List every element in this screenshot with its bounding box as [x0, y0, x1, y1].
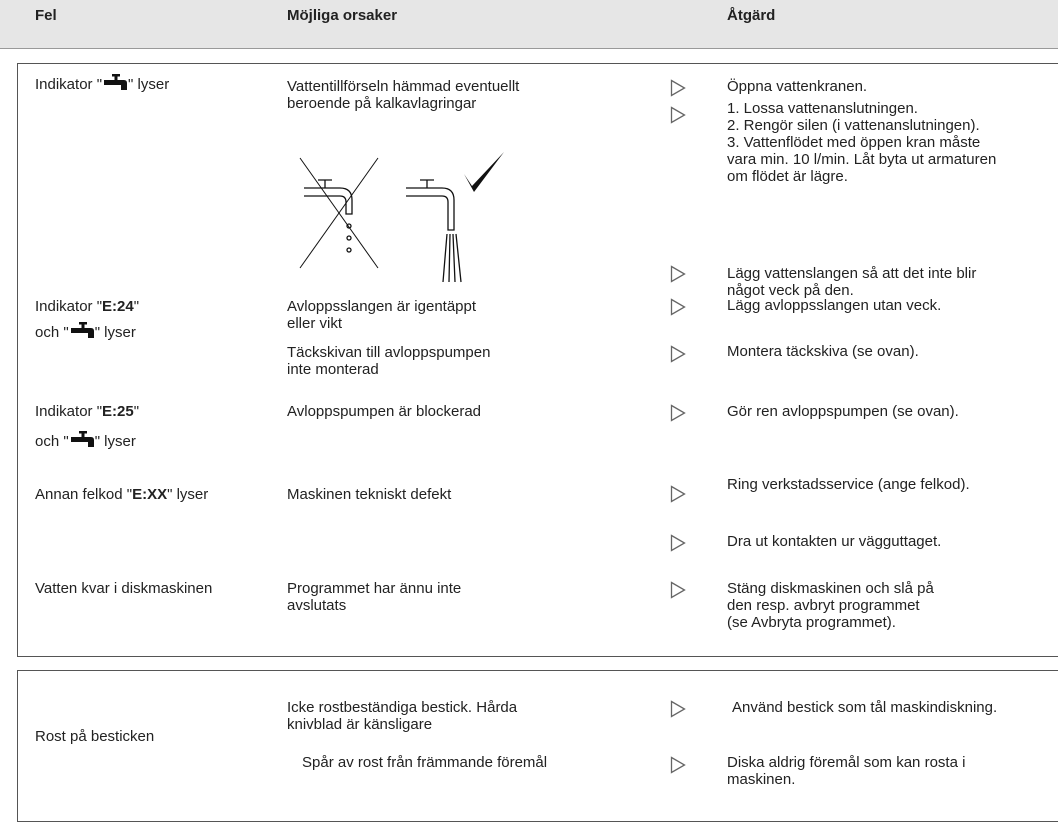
- action: Dra ut kontakten ur vägguttaget.: [727, 533, 942, 550]
- arrow: [670, 700, 686, 718]
- cause: Avloppspumpen är blockerad: [287, 403, 482, 420]
- cause: Programmet har ännu inte avslutats: [287, 580, 462, 614]
- fault: Indikator "E:25": [35, 403, 139, 420]
- fault: Indikator "E:24": [35, 298, 139, 315]
- text: " lyser: [167, 486, 209, 503]
- fault: Annan felkod "E:XX" lyser: [35, 486, 208, 503]
- tap-illustration: [299, 152, 504, 283]
- cause: Vattentillförseln hämmad eventuellt bero…: [287, 78, 520, 112]
- text: ": [133, 298, 140, 315]
- cause: Avloppsslangen är igentäppt eller vikt: [287, 298, 477, 332]
- fault: Rost på besticken: [35, 728, 155, 745]
- fault: Vatten kvar i diskmaskinen: [35, 580, 213, 597]
- arrow: [670, 106, 686, 124]
- action: Öppna vattenkranen.: [727, 78, 868, 95]
- action: Montera täckskiva (se ovan).: [727, 343, 919, 360]
- text: Annan felkod ": [35, 486, 133, 503]
- text: och ": [35, 433, 69, 450]
- arrow: [670, 345, 686, 363]
- tap-icon: [102, 74, 128, 92]
- arrow: [670, 265, 686, 283]
- section-box: [17, 63, 1058, 657]
- fault: och " " lyser: [35, 322, 136, 341]
- col-header: Fel: [35, 7, 57, 24]
- fault: och " " lyser: [35, 431, 136, 450]
- arrow: [670, 534, 686, 552]
- text: " lyser: [94, 433, 136, 450]
- arrow: [670, 79, 686, 97]
- error-code: E:XX: [132, 486, 168, 503]
- col-header: Åtgärd: [727, 7, 776, 24]
- action: Gör ren avloppspumpen (se ovan).: [727, 403, 959, 420]
- action: Diska aldrig föremål som kan rosta i mas…: [727, 754, 966, 788]
- arrow: [670, 404, 686, 422]
- text: och ": [35, 324, 69, 341]
- tap-icon: [69, 322, 95, 340]
- text: Indikator ": [35, 76, 103, 93]
- arrow: [670, 756, 686, 774]
- action: Använd bestick som tål maskindiskning.: [732, 699, 998, 716]
- header-band: [0, 0, 1058, 49]
- arrow: [670, 485, 686, 503]
- cause: Maskinen tekniskt defekt: [287, 486, 452, 503]
- text: " lyser: [128, 76, 170, 93]
- cause: Täckskivan till avloppspumpen inte monte…: [287, 344, 491, 378]
- cause: Spår av rost från främmande föremål: [302, 754, 548, 771]
- tap-icon: [69, 431, 95, 449]
- error-code: E:24: [102, 298, 134, 315]
- text: Indikator ": [35, 298, 103, 315]
- cause: Icke rostbeständiga bestick. Hårda knivb…: [287, 699, 518, 733]
- action: Lägg vattenslangen så att det inte blir …: [727, 265, 977, 299]
- arrow: [670, 298, 686, 316]
- text: " lyser: [94, 324, 136, 341]
- section-box: [17, 670, 1058, 822]
- action: 1. Lossa vattenanslutningen. 2. Rengör s…: [727, 100, 997, 185]
- action: Lägg avloppsslangen utan veck.: [727, 297, 942, 314]
- col-header: Möjliga orsaker: [287, 7, 398, 24]
- action: Ring verkstadsservice (ange felkod).: [727, 476, 970, 493]
- action: Stäng diskmaskinen och slå på den resp. …: [727, 580, 934, 631]
- text: Indikator ": [35, 403, 103, 420]
- arrow: [670, 581, 686, 599]
- fault: Indikator " " lyser: [35, 74, 169, 93]
- text: ": [133, 403, 140, 420]
- error-code: E:25: [102, 403, 134, 420]
